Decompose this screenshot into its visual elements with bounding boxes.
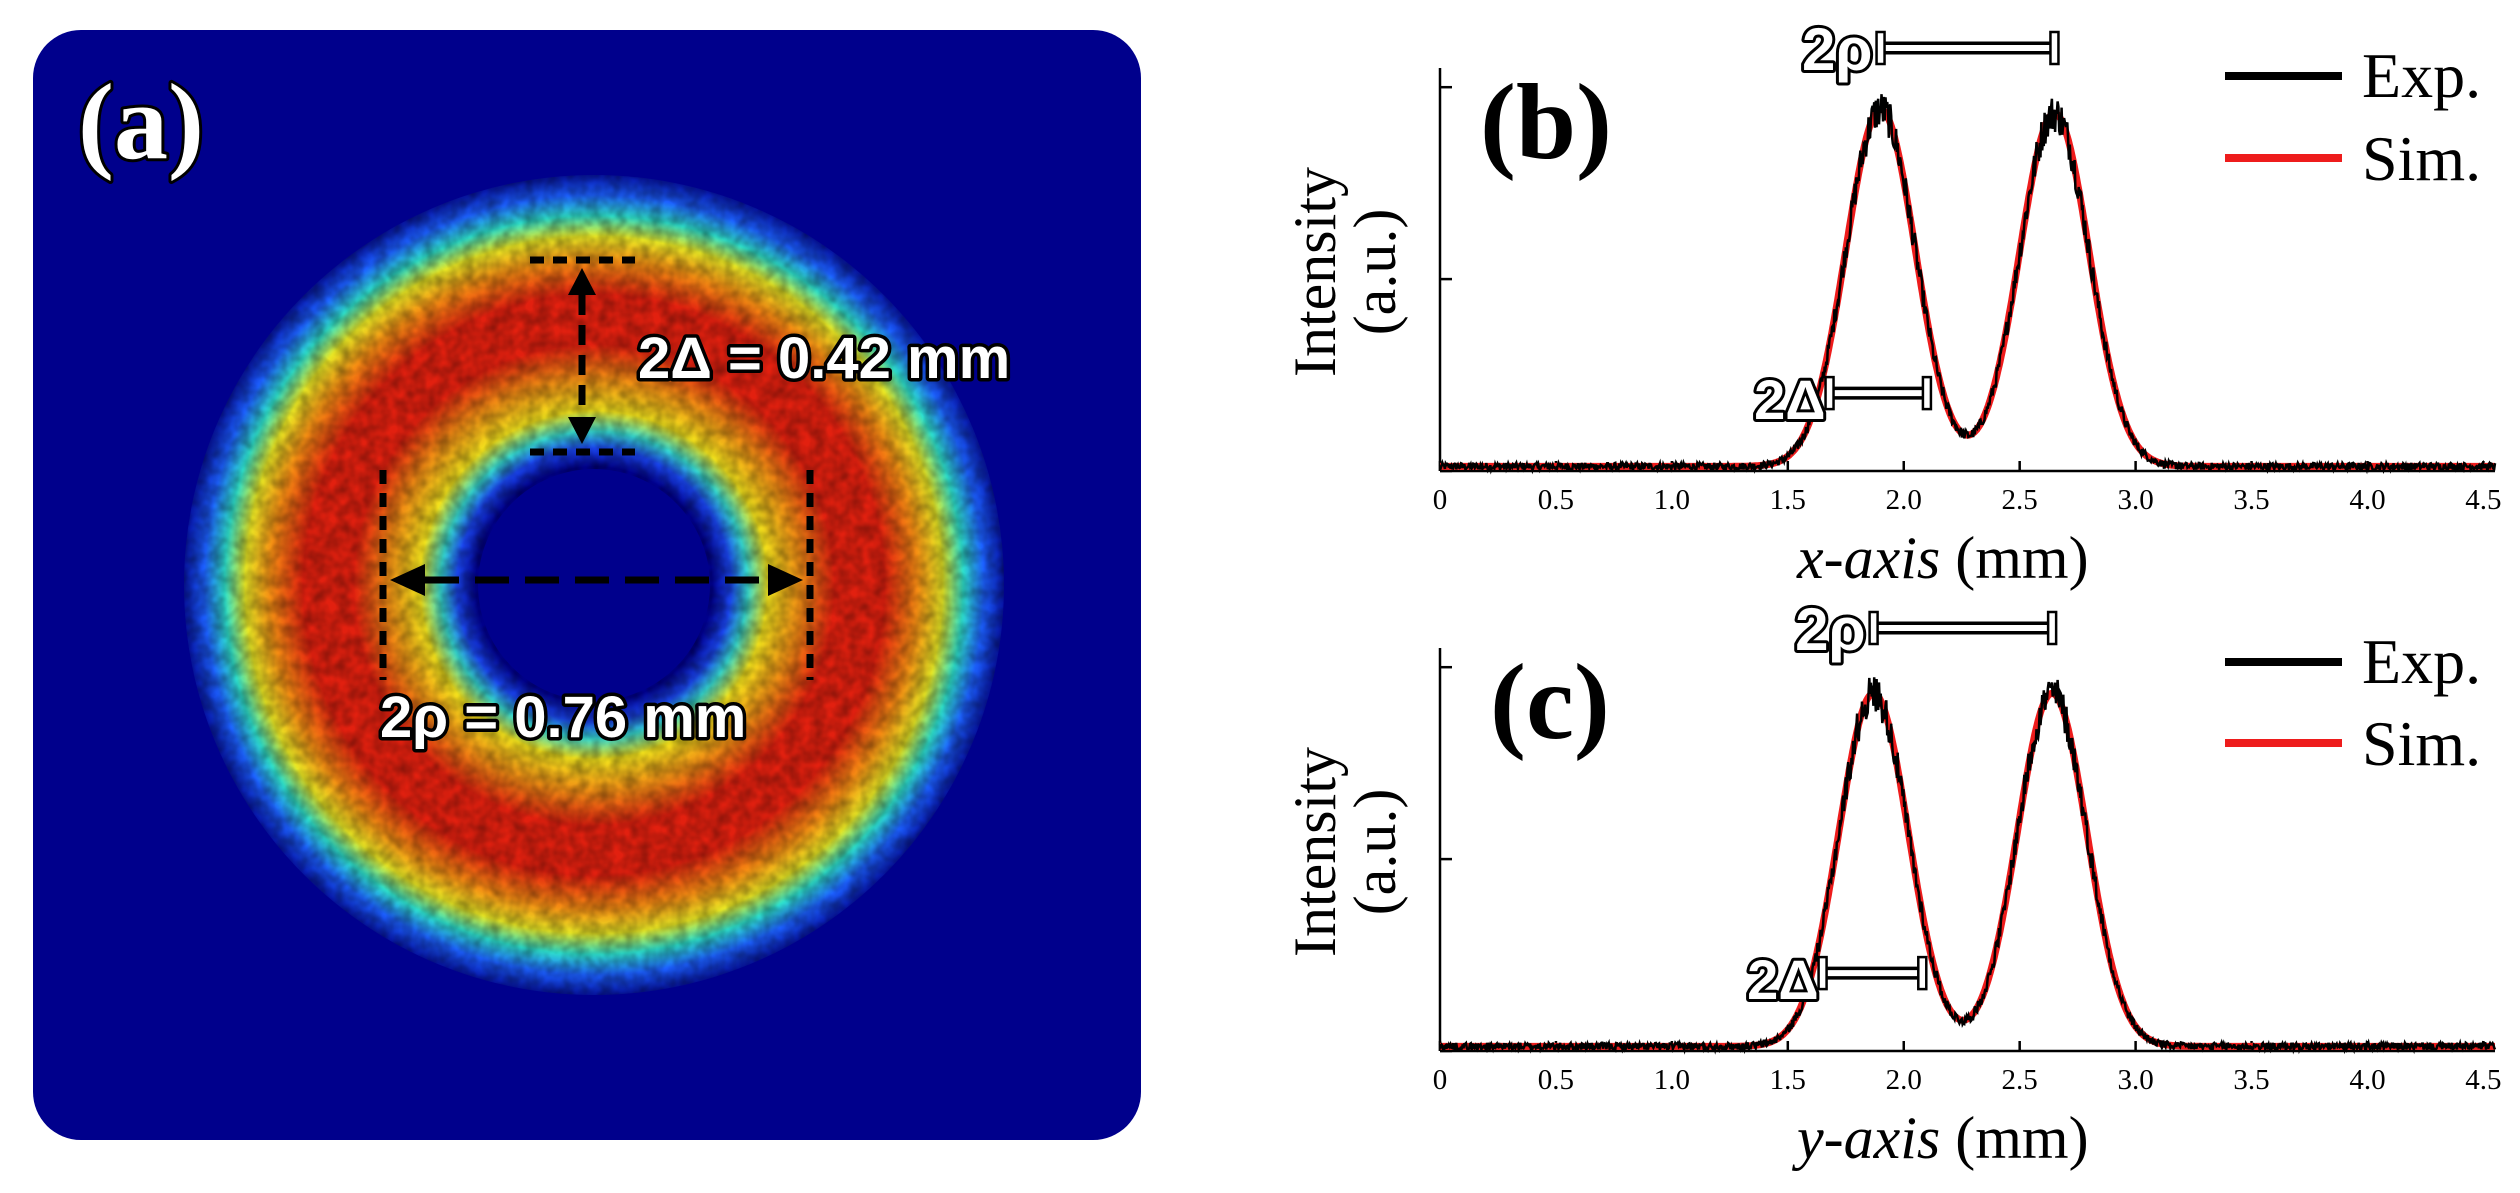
xtick-label-b: 1.5 (1770, 484, 1806, 516)
panel-b: 0 0.5 1.0 1.5 2.0 2.5 3.0 3.5 4.0 4.5 2ρ 2Δ (b) I… (1282, 13, 2502, 591)
ylabel-c-line1: Intensity (1282, 747, 1348, 957)
delta-annotation: 2Δ = 0.42 mm (638, 326, 1010, 391)
bracket-end (1875, 30, 1886, 66)
xtick-label-c: 2.0 (1886, 1064, 1922, 1096)
xtick-label-c: 2.5 (2002, 1064, 2038, 1096)
xtick-label-c: 3.0 (2117, 1064, 2153, 1096)
xtick-label-c: 0 (1433, 1064, 1448, 1096)
xtick-label-c: 1.5 (1770, 1064, 1806, 1096)
plot-b-exp-curve-group (1438, 94, 2497, 475)
legend-c-sim-label: Sim. (2362, 708, 2481, 779)
ylabel-c-line2: (a.u.) (1342, 789, 1408, 916)
plot-b-yticks (1440, 85, 1452, 473)
bracket-end (1868, 610, 1879, 646)
xlabel-b-italic: x-axis (1796, 525, 1940, 591)
delta-label-c: 2Δ (1747, 948, 1818, 1011)
panel-label-b: (b) (1480, 63, 1612, 182)
bracket-end (1817, 955, 1828, 991)
xtick-label-b: 2.5 (2002, 484, 2038, 516)
delta-bracket-c (1817, 955, 1928, 991)
plot-c-yticks (1440, 665, 1452, 1053)
legend-b-exp-label: Exp. (2362, 40, 2481, 111)
xtick-label-b: 3.0 (2117, 484, 2153, 516)
rho-label-b: 2ρ (1802, 16, 1873, 83)
xtick-label-b: 0 (1433, 484, 1448, 516)
xtick-label-c: 4.0 (2349, 1064, 2385, 1096)
ylabel-b-line1: Intensity (1282, 167, 1348, 377)
bracket-end (2046, 610, 2058, 646)
xtick-label-c: 4.5 (2465, 1064, 2501, 1096)
xtick-label-b: 2.0 (1886, 484, 1922, 516)
plot-c-exp-curve-group (1438, 677, 2497, 1055)
legend-b-sim-label: Sim. (2362, 123, 2481, 194)
xlabel-c: y-axis (mm) (1791, 1105, 2089, 1171)
legend-c: Exp. Sim. (2225, 626, 2481, 779)
rho-label-c: 2ρ (1795, 596, 1866, 663)
xtick-label-b: 4.0 (2349, 484, 2385, 516)
xtick-label-c: 1.0 (1654, 1064, 1690, 1096)
bracket-end (1824, 375, 1835, 411)
delta-dimension-marker (530, 256, 635, 456)
bracket-end (1917, 955, 1928, 991)
delta-bracket-b (1824, 375, 1933, 411)
xtick-label-c: 0.5 (1538, 1064, 1574, 1096)
xtick-label-b: 0.5 (1538, 484, 1574, 516)
dark-core (478, 469, 710, 701)
xlabel-c-italic: y-axis (1791, 1105, 1940, 1171)
plot-b-axes (1438, 68, 2495, 473)
rho-dimension-marker (379, 470, 814, 680)
delta-label-b: 2Δ (1754, 368, 1825, 431)
panel-c: 0 0.5 1.0 1.5 2.0 2.5 3.0 3.5 4.0 4.5 2ρ 2Δ (c) I… (1282, 593, 2502, 1171)
xtick-label-b: 1.0 (1654, 484, 1690, 516)
ylabel-b-line2: (a.u.) (1342, 209, 1408, 336)
xtick-label-b: 3.5 (2233, 484, 2269, 516)
xlabel-b: x-axis (mm) (1796, 525, 2089, 591)
xtick-label-b: 4.5 (2465, 484, 2501, 516)
rho-annotation: 2ρ = 0.76 mm (380, 685, 746, 750)
xlabel-c-unit: (mm) (1940, 1105, 2088, 1171)
panel-a: (a) 2Δ = 0.42 mm 2ρ = 0.76 mm (33, 30, 1141, 1140)
legend-c-exp-label: Exp. (2362, 626, 2481, 697)
xlabel-b-unit: (mm) (1940, 525, 2088, 591)
exp-curve-c (1438, 677, 2497, 1055)
rho-bracket-c (1868, 610, 2058, 646)
exp-curve-b (1438, 94, 2497, 475)
panel-label-a: (a) (78, 63, 204, 182)
bracket-end (2049, 30, 2060, 66)
panel-label-c: (c) (1490, 643, 1610, 762)
bracket-end (1921, 375, 1933, 411)
legend-b: Exp. Sim. (2225, 40, 2481, 194)
xtick-label-c: 3.5 (2233, 1064, 2269, 1096)
rho-bracket-b (1875, 30, 2060, 66)
